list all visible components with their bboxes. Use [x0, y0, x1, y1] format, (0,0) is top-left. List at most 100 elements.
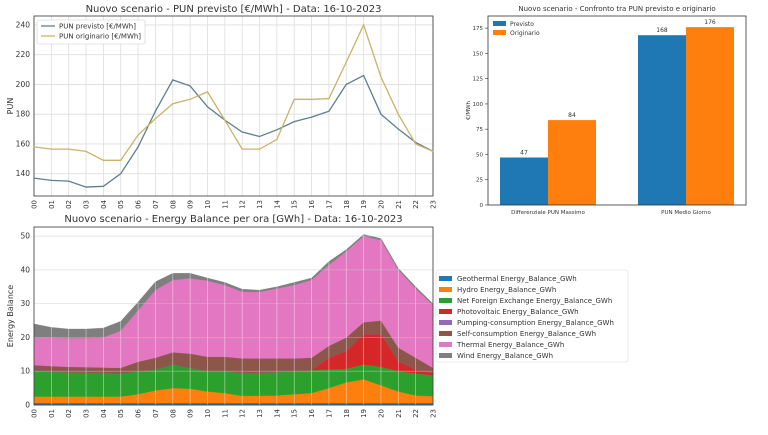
x-tick-label: 17 — [325, 200, 333, 209]
legend-label: Hydro Energy_Balance_GWh — [457, 286, 556, 294]
chart-title: Nuovo scenario - Confronto tra PUN previ… — [518, 5, 715, 13]
chart-title: Nuovo scenario - Energy Balance per ora … — [64, 214, 402, 225]
x-tick-label: 21 — [395, 200, 403, 209]
data-point — [206, 91, 209, 93]
legend-label: Previsto — [510, 21, 534, 28]
data-point — [276, 138, 278, 141]
data-point — [206, 106, 209, 108]
x-tick-label: 06 — [135, 408, 143, 417]
y-tick-label: 180 — [16, 110, 31, 119]
legend-swatch — [493, 21, 506, 26]
y-tick-label: 125 — [473, 77, 484, 83]
bar-value-label: 84 — [568, 112, 576, 119]
x-tick-label: 01 — [48, 200, 56, 209]
x-tick-label: 19 — [360, 200, 368, 209]
y-tick-label: 30 — [20, 299, 30, 308]
data-point — [33, 146, 35, 148]
legend-label: Originario — [510, 30, 540, 37]
bar-value-label: 168 — [656, 27, 668, 34]
legend-swatch — [439, 342, 452, 347]
data-point — [120, 159, 122, 161]
legend-label: Wind Energy_Balance_GWh — [457, 352, 553, 360]
axes-frame — [33, 15, 434, 197]
chart-title: Nuovo scenario - PUN previsto [€/MWh] - … — [86, 4, 382, 15]
data-point — [137, 146, 139, 148]
data-point — [363, 74, 365, 77]
y-tick-label: 50 — [20, 232, 30, 241]
data-point — [432, 150, 434, 152]
bar-previsto — [500, 157, 548, 205]
data-point — [189, 85, 191, 87]
data-point — [310, 98, 313, 100]
x-tick-label: 04 — [100, 199, 108, 208]
x-tick-label: 23 — [430, 409, 438, 418]
x-tick-label: 08 — [169, 409, 177, 418]
legend-swatch — [439, 309, 452, 314]
pun-bar-chart: 0 25 50 75 100 125 150 175 47 168 84 176 Differenzia… — [466, 5, 747, 216]
x-tick-label: 03 — [83, 409, 91, 418]
data-point — [293, 98, 295, 100]
y-tick-label: 50 — [476, 152, 483, 158]
x-tick-label: 06 — [135, 199, 143, 208]
x-tick-label: 18 — [343, 409, 351, 418]
energy-balance-area-chart: 00 01 02 03 04 05 06 07 08 09 10 11 12 13 14 15 16 17 18 19… — [6, 214, 629, 418]
x-tick-label: 10 — [204, 200, 212, 209]
x-tick-label: 20 — [377, 409, 385, 418]
y-axis-label: Energy Balance — [6, 285, 15, 348]
legend-swatch — [493, 30, 506, 35]
x-tick-label: 03 — [83, 200, 91, 209]
y-tick-label: 240 — [16, 20, 31, 29]
x-tick-label: 14 — [273, 199, 281, 208]
y-tick-label: 20 — [20, 333, 30, 342]
x-tick-label: 05 — [117, 200, 125, 209]
x-tick-label: 17 — [325, 409, 333, 418]
x-tick-label: 07 — [152, 200, 160, 209]
y-tick-label: 175 — [473, 26, 484, 32]
y-tick-label: 75 — [476, 127, 483, 133]
y-tick-label: 160 — [16, 139, 31, 148]
y-tick-label: 200 — [16, 80, 31, 89]
x-tick-label: 16 — [308, 199, 316, 208]
y-tick-label: 25 — [476, 178, 483, 184]
x-tick-label: 10 — [204, 409, 212, 418]
data-point — [363, 24, 365, 26]
data-point — [224, 119, 226, 121]
data-point — [328, 97, 330, 100]
x-tick-label: 09 — [187, 409, 195, 418]
legend-label: Self-consumption Energy_Balance_GWh — [457, 330, 596, 338]
legend-box — [435, 269, 629, 363]
x-tick-label: 12 — [239, 200, 247, 209]
data-point — [50, 179, 52, 181]
axes-frame — [33, 226, 434, 406]
legend-swatch — [439, 331, 452, 336]
y-tick-label: 40 — [20, 265, 30, 274]
data-point — [380, 113, 382, 115]
x-tick-label: 20 — [377, 200, 385, 209]
x-tick-label: PUN Medio Giorno — [661, 210, 711, 216]
legend-swatch — [439, 353, 452, 358]
bar-previsto — [638, 35, 686, 205]
legend-swatch — [439, 320, 452, 325]
y-tick-label: 0 — [25, 401, 30, 410]
x-tick-label: 18 — [343, 200, 351, 209]
legend-label: PUN previsto [€/MWh] — [59, 23, 136, 31]
axes-frame — [487, 15, 747, 206]
y-tick-label: 150 — [473, 51, 484, 57]
data-point — [102, 159, 104, 161]
legend-swatch — [439, 276, 452, 281]
x-tick-label: 13 — [256, 200, 264, 209]
x-tick-label: 16 — [308, 408, 316, 417]
y-axis-label: PUN — [6, 98, 15, 115]
legend-label: Geothermal Energy_Balance_GWh — [457, 275, 577, 283]
data-point — [85, 186, 87, 188]
data-point — [345, 61, 347, 63]
x-tick-label: 04 — [100, 408, 108, 417]
x-tick-label: Differenziale PUN Massimo — [511, 210, 585, 216]
x-tick-label: 01 — [48, 409, 56, 418]
legend-label: Pumping-consumption Energy_Balance_GWh — [457, 319, 614, 327]
x-tick-label: 22 — [412, 200, 420, 209]
bar-value-label: 47 — [520, 149, 528, 156]
data-point — [154, 110, 157, 112]
y-tick-label: 220 — [16, 50, 31, 59]
